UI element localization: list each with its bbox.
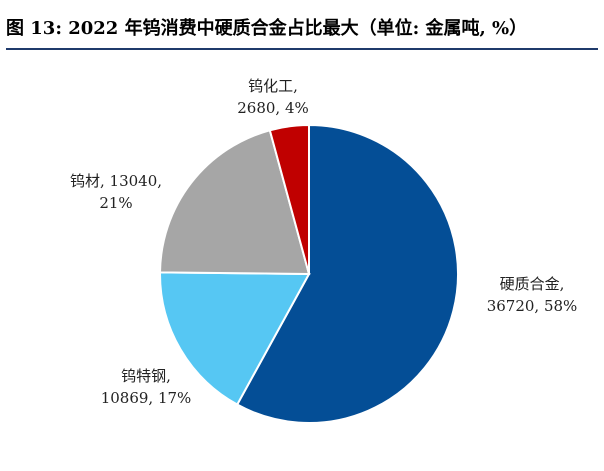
pie-slice-label-3-line-1: 钨材, 13040, xyxy=(70,172,162,190)
pie-slice-label-3-line-2: 21% xyxy=(99,194,132,212)
pie-slice-label-1-line-1: 硬质合金, xyxy=(500,275,565,293)
pie-slice-label-2: 钨特钢, 10869, 17% xyxy=(101,367,192,407)
pie-slice-label-2-line-2: 10869, 17% xyxy=(101,389,192,407)
pie-slice-2 xyxy=(159,271,311,406)
pie-slice-label-1: 硬质合金, 36720, 58% xyxy=(487,275,578,315)
title-underline xyxy=(6,48,598,50)
pie-slice-4 xyxy=(268,123,310,275)
pie-labels: 硬质合金, 36720, 58% 钨特钢, 10869, 17% 钨材, 13040, 2… xyxy=(70,77,577,407)
pie-slice-label-4-line-1: 钨化工, xyxy=(248,77,298,95)
pie-slice-label-4-line-2: 2680, 4% xyxy=(237,99,309,117)
pie-slice-label-4: 钨化工, 2680, 4% xyxy=(237,77,309,117)
pie-slice-3 xyxy=(158,129,311,276)
pie-slice-label-3: 钨材, 13040, 21% xyxy=(70,172,162,212)
pie-slice-label-1-line-2: 36720, 58% xyxy=(487,297,578,315)
figure-title: 图 13: 2022 年钨消费中硬质合金占比最大（单位: 金属吨, %） xyxy=(6,18,528,39)
pie-slice-label-2-line-1: 钨特钢, xyxy=(121,367,171,385)
pie-slices xyxy=(158,123,459,424)
pie-slice-1 xyxy=(235,123,459,424)
